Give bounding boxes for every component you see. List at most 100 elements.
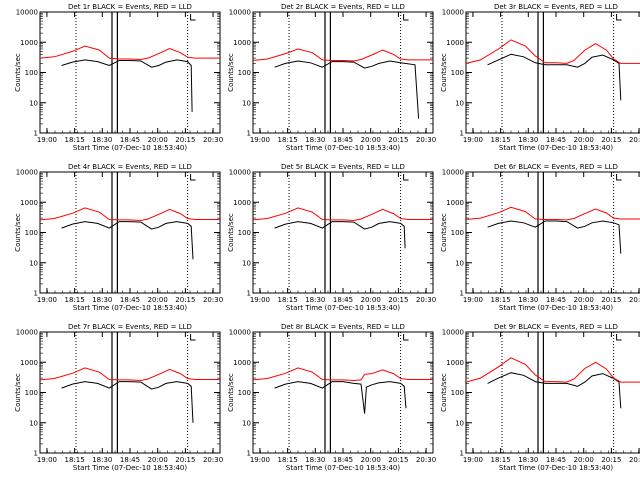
chart-panel: Det 5r BLACK = Events, RED = LLD 1 10 100 10… bbox=[227, 163, 436, 312]
y-tick-label: 100 bbox=[451, 229, 464, 237]
flag-marker bbox=[616, 14, 622, 21]
x-tick-label: 20:30 bbox=[629, 136, 640, 144]
y-tick-label: 1000 bbox=[233, 199, 251, 207]
x-tick-label: 18:45 bbox=[120, 296, 140, 304]
x-tick-label: 18:15 bbox=[65, 296, 85, 304]
y-tick-label: 1000 bbox=[233, 39, 251, 47]
y-tick-label: 10000 bbox=[229, 329, 251, 337]
x-tick-label: 20:30 bbox=[629, 296, 640, 304]
y-tick-label: 1 bbox=[460, 130, 464, 138]
x-tick-label: 20:15 bbox=[388, 456, 408, 464]
x-tick-label: 18:15 bbox=[278, 456, 298, 464]
x-tick-label: 18:15 bbox=[65, 456, 85, 464]
x-tick-label: 18:15 bbox=[278, 136, 298, 144]
x-axis-label: Start Time (07-Dec-10 18:53:40) bbox=[286, 464, 400, 472]
x-tick-label: 20:15 bbox=[601, 136, 621, 144]
y-tick-label: 100 bbox=[451, 69, 464, 77]
chart-panel: Det 8r BLACK = Events, RED = LLD 1 10 100 10… bbox=[227, 323, 436, 472]
x-axis-label: Start Time (07-Dec-10 18:53:40) bbox=[499, 304, 613, 312]
events-series-line bbox=[487, 372, 622, 409]
plot-frame bbox=[39, 11, 221, 134]
chart-title: Det 2r BLACK = Events, RED = LLD bbox=[281, 3, 405, 11]
x-tick-label: 18:30 bbox=[92, 136, 112, 144]
x-tick-label: 18:30 bbox=[92, 296, 112, 304]
y-axis-label: Counts/sec bbox=[227, 373, 235, 412]
x-tick-label: 18:15 bbox=[65, 136, 85, 144]
events-series-line bbox=[61, 221, 194, 260]
y-axis-label: Counts/sec bbox=[14, 53, 22, 92]
x-tick-label: 19:00 bbox=[37, 296, 57, 304]
x-tick-label: 18:45 bbox=[546, 456, 566, 464]
x-tick-label: 19:00 bbox=[37, 136, 57, 144]
x-tick-label: 18:45 bbox=[120, 136, 140, 144]
flag-marker bbox=[616, 174, 622, 181]
chart-panel: Det 2r BLACK = Events, RED = LLD 1 10 100 10… bbox=[227, 3, 436, 152]
events-series-line bbox=[274, 381, 407, 414]
x-tick-label: 20:00 bbox=[148, 136, 168, 144]
flag-marker bbox=[616, 334, 622, 341]
x-tick-label: 18:30 bbox=[518, 296, 538, 304]
x-tick-label: 18:45 bbox=[333, 296, 353, 304]
x-tick-label: 18:45 bbox=[546, 296, 566, 304]
y-tick-label: 100 bbox=[451, 389, 464, 397]
flag-marker bbox=[403, 174, 409, 181]
y-tick-label: 100 bbox=[238, 229, 251, 237]
x-tick-label: 20:30 bbox=[416, 136, 436, 144]
lld-series-line bbox=[39, 207, 220, 222]
chart-title: Det 9r BLACK = Events, RED = LLD bbox=[494, 323, 618, 331]
x-axis-label: Start Time (07-Dec-10 18:53:40) bbox=[286, 304, 400, 312]
y-axis-label: Counts/sec bbox=[14, 373, 22, 412]
x-axis-label: Start Time (07-Dec-10 18:53:40) bbox=[499, 144, 613, 152]
chart-title: Det 5r BLACK = Events, RED = LLD bbox=[281, 163, 405, 171]
x-tick-label: 18:45 bbox=[333, 456, 353, 464]
plot-frame bbox=[252, 171, 434, 294]
y-tick-label: 1000 bbox=[20, 39, 38, 47]
y-axis-label: Counts/sec bbox=[440, 53, 448, 92]
y-tick-label: 100 bbox=[25, 229, 38, 237]
chart-title: Det 3r BLACK = Events, RED = LLD bbox=[494, 3, 618, 11]
y-tick-label: 1000 bbox=[446, 39, 464, 47]
lld-series-line bbox=[465, 206, 640, 221]
y-tick-label: 10 bbox=[242, 259, 251, 267]
x-tick-label: 18:30 bbox=[305, 136, 325, 144]
y-axis-label: Counts/sec bbox=[227, 53, 235, 92]
y-tick-label: 100 bbox=[25, 69, 38, 77]
x-tick-label: 18:15 bbox=[491, 296, 511, 304]
y-tick-label: 1 bbox=[247, 450, 251, 458]
y-tick-label: 1000 bbox=[446, 199, 464, 207]
y-tick-label: 1000 bbox=[233, 359, 251, 367]
lld-series-line bbox=[39, 45, 220, 61]
x-axis-label: Start Time (07-Dec-10 18:53:40) bbox=[73, 144, 187, 152]
lld-series-line bbox=[252, 207, 433, 222]
chart-title: Det 6r BLACK = Events, RED = LLD bbox=[494, 163, 618, 171]
y-tick-label: 10000 bbox=[442, 169, 464, 177]
y-tick-label: 10 bbox=[29, 259, 38, 267]
x-tick-label: 20:15 bbox=[388, 136, 408, 144]
flag-marker bbox=[190, 334, 196, 341]
x-tick-label: 20:00 bbox=[361, 456, 381, 464]
y-tick-label: 1000 bbox=[20, 359, 38, 367]
x-axis-label: Start Time (07-Dec-10 18:53:40) bbox=[286, 144, 400, 152]
flag-marker bbox=[403, 14, 409, 21]
y-axis-label: Counts/sec bbox=[14, 213, 22, 252]
flag-marker bbox=[403, 334, 409, 341]
x-tick-label: 20:00 bbox=[361, 296, 381, 304]
events-series-line bbox=[487, 220, 622, 254]
x-tick-label: 20:30 bbox=[203, 136, 223, 144]
x-tick-label: 20:00 bbox=[574, 296, 594, 304]
x-tick-label: 20:00 bbox=[574, 136, 594, 144]
x-tick-label: 20:15 bbox=[601, 296, 621, 304]
x-tick-label: 18:30 bbox=[518, 136, 538, 144]
x-tick-label: 20:30 bbox=[629, 456, 640, 464]
flag-marker bbox=[190, 14, 196, 21]
y-axis-label: Counts/sec bbox=[440, 373, 448, 412]
x-tick-label: 20:00 bbox=[574, 456, 594, 464]
x-tick-label: 19:00 bbox=[463, 296, 483, 304]
x-tick-label: 20:00 bbox=[361, 136, 381, 144]
chart-panel: Det 1r BLACK = Events, RED = LLD 1 10 100 10… bbox=[14, 3, 223, 152]
x-tick-label: 18:15 bbox=[278, 296, 298, 304]
x-axis-label: Start Time (07-Dec-10 18:53:40) bbox=[499, 464, 613, 472]
chart-panel: Det 4r BLACK = Events, RED = LLD 1 10 100 10… bbox=[14, 163, 223, 312]
events-series-line bbox=[274, 60, 420, 119]
y-tick-label: 10 bbox=[242, 419, 251, 427]
